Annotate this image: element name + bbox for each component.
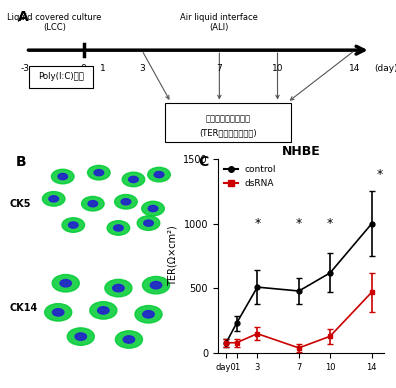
Text: 3: 3	[139, 64, 145, 73]
Text: Poly(I:C)到激: Poly(I:C)到激	[38, 73, 84, 81]
Circle shape	[105, 279, 132, 297]
Title: NHBE: NHBE	[282, 145, 320, 158]
Text: B: B	[16, 155, 27, 169]
FancyArrowPatch shape	[28, 46, 364, 54]
Text: CK14: CK14	[10, 303, 38, 314]
Circle shape	[107, 221, 129, 235]
Circle shape	[148, 167, 170, 182]
Circle shape	[114, 225, 123, 231]
Text: 上皮バリア機能測定: 上皮バリア機能測定	[206, 114, 251, 123]
Circle shape	[150, 282, 162, 289]
Text: 7: 7	[217, 64, 222, 73]
Text: *: *	[377, 168, 383, 181]
Circle shape	[122, 172, 145, 187]
Circle shape	[94, 170, 104, 176]
Bar	[165, 102, 291, 142]
Circle shape	[53, 309, 64, 316]
Circle shape	[88, 165, 110, 180]
Circle shape	[60, 279, 71, 287]
Circle shape	[75, 333, 86, 340]
Circle shape	[88, 201, 98, 207]
Circle shape	[144, 220, 153, 226]
Circle shape	[51, 169, 74, 184]
Text: CK5: CK5	[10, 199, 31, 209]
Circle shape	[129, 176, 138, 183]
Circle shape	[98, 307, 109, 314]
Circle shape	[52, 275, 79, 292]
Circle shape	[49, 196, 59, 202]
Circle shape	[123, 336, 135, 343]
Circle shape	[121, 199, 131, 205]
Text: 1: 1	[100, 64, 106, 73]
Circle shape	[142, 201, 164, 216]
Circle shape	[58, 173, 68, 180]
Text: *: *	[296, 217, 302, 230]
Circle shape	[135, 306, 162, 323]
Circle shape	[69, 222, 78, 228]
Bar	[29, 66, 93, 88]
Circle shape	[143, 276, 169, 294]
Text: 0: 0	[81, 64, 87, 73]
Text: 14: 14	[349, 64, 361, 73]
Circle shape	[114, 194, 137, 209]
Circle shape	[62, 218, 85, 232]
Text: Air liquid interface
(ALI): Air liquid interface (ALI)	[181, 13, 258, 32]
Text: (day): (day)	[375, 64, 396, 73]
Circle shape	[154, 171, 164, 178]
Y-axis label: TER(Ω×cm²): TER(Ω×cm²)	[168, 226, 178, 286]
Circle shape	[143, 310, 154, 318]
Text: -3: -3	[21, 64, 30, 73]
Text: 10: 10	[272, 64, 283, 73]
Circle shape	[82, 196, 104, 211]
Circle shape	[42, 192, 65, 206]
Text: (TER、傍細胞透過率): (TER、傍細胞透過率)	[199, 128, 257, 137]
Circle shape	[148, 206, 158, 212]
Circle shape	[113, 284, 124, 292]
Text: A: A	[18, 10, 29, 24]
Text: *: *	[327, 217, 333, 230]
Circle shape	[67, 328, 94, 345]
Text: *: *	[254, 217, 261, 230]
Circle shape	[45, 303, 72, 321]
Text: Liquid covered culture
(LCC): Liquid covered culture (LCC)	[8, 13, 102, 32]
Circle shape	[90, 302, 117, 319]
Circle shape	[137, 216, 160, 230]
Legend: control, dsRNA: control, dsRNA	[222, 164, 278, 190]
Circle shape	[115, 331, 143, 348]
Text: C: C	[198, 155, 208, 169]
